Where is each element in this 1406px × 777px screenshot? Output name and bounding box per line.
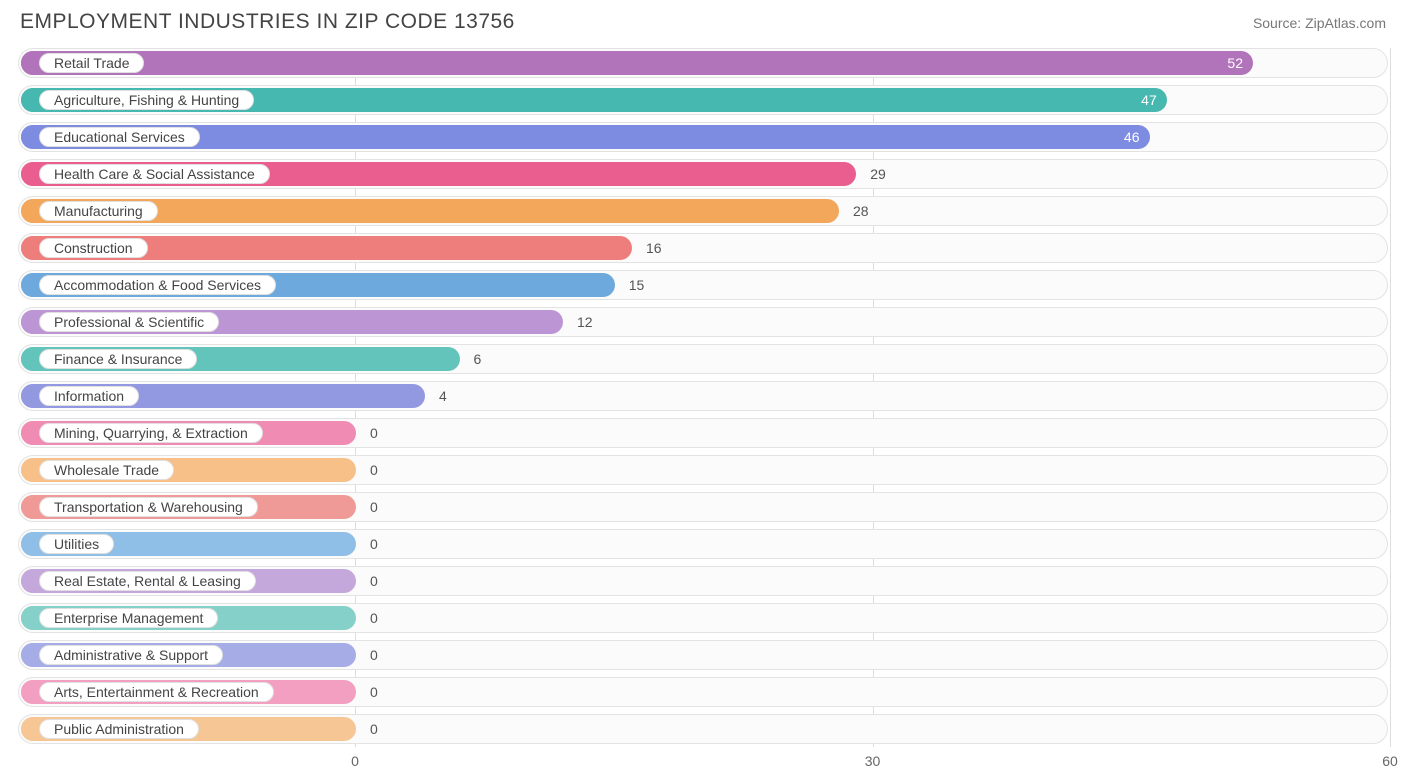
bar-cap-icon [21,236,37,260]
bar-label: Agriculture, Fishing & Hunting [39,90,254,110]
bar-row: Agriculture, Fishing & Hunting 47 [18,85,1388,115]
bar-cap-icon [21,495,37,519]
bar-row: Information 4 [18,381,1388,411]
bar-label: Retail Trade [39,53,144,73]
bar-value: 0 [360,604,388,632]
bar-label: Professional & Scientific [39,312,219,332]
bar-value: 0 [360,456,388,484]
bar-cap-icon [21,199,37,223]
bar-label: Accommodation & Food Services [39,275,276,295]
bar-label: Wholesale Trade [39,460,174,480]
bar-label: Manufacturing [39,201,158,221]
bar-value: 0 [360,641,388,669]
source-prefix: Source: [1253,15,1305,31]
bar-value: 0 [360,530,388,558]
bar-cap-icon [21,88,37,112]
bar-row: Utilities 0 [18,529,1388,559]
bar-row: Accommodation & Food Services 15 [18,270,1388,300]
chart-title: EMPLOYMENT INDUSTRIES IN ZIP CODE 13756 [20,10,515,34]
bar-value: 4 [429,382,457,410]
bar-value: 0 [360,567,388,595]
chart-source: Source: ZipAtlas.com [1253,15,1386,31]
bar-cap-icon [21,310,37,334]
bar-cap-icon [21,643,37,667]
gridline [1390,48,1391,747]
bar-cap-icon [21,51,37,75]
bar-cap-icon [21,606,37,630]
bar-row: Construction 16 [18,233,1388,263]
chart-x-axis: 03060 [18,751,1388,775]
bar-label: Information [39,386,139,406]
bar-value: 52 [1217,49,1253,77]
bar-row: Transportation & Warehousing 0 [18,492,1388,522]
bar-row: Professional & Scientific 12 [18,307,1388,337]
bar-value: 46 [1114,123,1150,151]
bar-row: Health Care & Social Assistance 29 [18,159,1388,189]
bar-value: 0 [360,419,388,447]
bar-value: 16 [636,234,672,262]
bar-cap-icon [21,125,37,149]
bar-fill [21,51,1253,75]
bar-row: Finance & Insurance 6 [18,344,1388,374]
axis-tick: 30 [865,753,881,769]
bar-label: Health Care & Social Assistance [39,164,270,184]
bar-value: 0 [360,493,388,521]
bar-value: 0 [360,715,388,743]
bar-row: Administrative & Support 0 [18,640,1388,670]
bar-label: Finance & Insurance [39,349,197,369]
bar-row: Public Administration 0 [18,714,1388,744]
bar-label: Transportation & Warehousing [39,497,258,517]
bar-cap-icon [21,384,37,408]
bar-label: Enterprise Management [39,608,218,628]
axis-tick: 0 [351,753,359,769]
bar-value: 47 [1131,86,1167,114]
bar-value: 29 [860,160,896,188]
bar-row: Educational Services 46 [18,122,1388,152]
axis-tick: 60 [1382,753,1398,769]
bar-value: 15 [619,271,655,299]
bar-row: Real Estate, Rental & Leasing 0 [18,566,1388,596]
bar-cap-icon [21,569,37,593]
bar-label: Utilities [39,534,114,554]
bar-label: Educational Services [39,127,200,147]
bar-row: Retail Trade 52 [18,48,1388,78]
chart-area: Retail Trade 52 Agriculture, Fishing & Hun… [18,48,1388,775]
bar-value: 6 [464,345,492,373]
bar-value: 0 [360,678,388,706]
bar-row: Enterprise Management 0 [18,603,1388,633]
bar-cap-icon [21,421,37,445]
bar-label: Mining, Quarrying, & Extraction [39,423,263,443]
bar-row: Manufacturing 28 [18,196,1388,226]
bar-cap-icon [21,458,37,482]
bar-cap-icon [21,532,37,556]
bar-value: 28 [843,197,879,225]
bar-cap-icon [21,273,37,297]
bar-cap-icon [21,680,37,704]
chart-rows: Retail Trade 52 Agriculture, Fishing & Hun… [18,48,1388,744]
chart-header: EMPLOYMENT INDUSTRIES IN ZIP CODE 13756 … [18,10,1388,34]
bar-cap-icon [21,717,37,741]
bar-label: Real Estate, Rental & Leasing [39,571,256,591]
bar-row: Wholesale Trade 0 [18,455,1388,485]
bar-value: 12 [567,308,603,336]
bar-label: Administrative & Support [39,645,223,665]
bar-row: Mining, Quarrying, & Extraction 0 [18,418,1388,448]
bar-label: Arts, Entertainment & Recreation [39,682,274,702]
bar-label: Construction [39,238,148,258]
bar-label: Public Administration [39,719,199,739]
bar-cap-icon [21,162,37,186]
bar-row: Arts, Entertainment & Recreation 0 [18,677,1388,707]
bar-cap-icon [21,347,37,371]
source-name: ZipAtlas.com [1305,15,1386,31]
